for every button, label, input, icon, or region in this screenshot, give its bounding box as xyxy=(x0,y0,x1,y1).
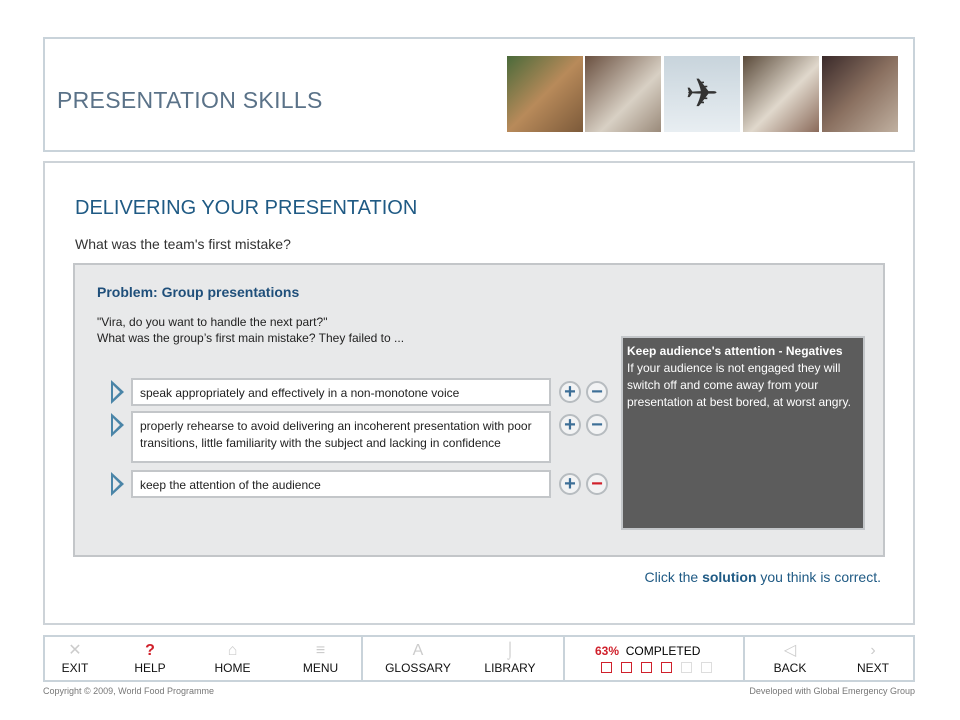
play-arrow-icon[interactable] xyxy=(111,472,124,496)
glossary-button[interactable]: A GLOSSARY xyxy=(383,641,453,675)
aid-worker-photo xyxy=(507,56,583,132)
instruction-bold: solution xyxy=(702,569,757,585)
back-label: BACK xyxy=(773,661,807,675)
home-icon: ⌂ xyxy=(227,642,238,659)
help-label: HELP xyxy=(134,661,166,675)
cargo-plane-photo: ✈ xyxy=(664,56,740,132)
feedback-body: If your audience is not engaged they wil… xyxy=(627,361,851,409)
back-arrow-icon: ◁ xyxy=(783,642,797,659)
progress-box xyxy=(621,662,632,673)
option-3[interactable]: keep the attention of the audience xyxy=(131,470,551,498)
next-label: NEXT xyxy=(856,661,889,675)
feedback-box: Keep audience's attention - Negatives If… xyxy=(621,336,865,530)
plus-icon[interactable]: + xyxy=(559,414,581,436)
instruction-post: you think is correct. xyxy=(756,569,881,585)
question-icon: ? xyxy=(145,642,155,659)
next-arrow-icon: › xyxy=(870,642,876,659)
library-button[interactable]: ⌡ LIBRARY xyxy=(480,641,540,675)
menu-label: MENU xyxy=(302,661,339,675)
panel-title: Problem: Group presentations xyxy=(97,284,300,300)
food-sacks-photo xyxy=(743,56,819,132)
play-arrow-icon[interactable] xyxy=(111,413,124,437)
x-icon: ✕ xyxy=(68,642,82,659)
instruction-pre: Click the xyxy=(644,569,703,585)
progress-label: COMPLETED xyxy=(625,644,701,658)
option-2[interactable]: properly rehearse to avoid delivering an… xyxy=(131,411,551,463)
header: PRESENTATION SKILLS ✈ xyxy=(43,37,915,152)
minus-icon[interactable]: − xyxy=(586,381,608,403)
progress-percent: 63% xyxy=(595,644,620,658)
minus-icon[interactable]: − xyxy=(586,414,608,436)
girl-with-sacks-photo xyxy=(585,56,661,132)
glossary-label: GLOSSARY xyxy=(385,661,451,675)
progress-box xyxy=(641,662,652,673)
instruction-text: Click the solution you think is correct. xyxy=(644,569,881,585)
content-area: DELIVERING YOUR PRESENTATION What was th… xyxy=(43,161,915,625)
progress-box xyxy=(661,662,672,673)
home-label: HOME xyxy=(214,661,251,675)
minus-icon[interactable]: − xyxy=(586,473,608,495)
section-title: DELIVERING YOUR PRESENTATION xyxy=(75,197,418,219)
next-button[interactable]: › NEXT xyxy=(853,641,893,675)
plus-icon[interactable]: + xyxy=(559,473,581,495)
problem-panel: Problem: Group presentations "Vira, do y… xyxy=(73,263,885,557)
library-label: LIBRARY xyxy=(484,661,536,675)
menu-button[interactable]: ≡ MENU xyxy=(298,641,343,675)
question-text: What was the team's first mistake? xyxy=(75,236,291,252)
library-icon: ⌡ xyxy=(505,642,515,659)
mother-and-child-photo xyxy=(822,56,898,132)
progress-indicator: 63% COMPLETED xyxy=(595,644,700,658)
back-button[interactable]: ◁ BACK xyxy=(770,641,810,675)
quote-line: "Vira, do you want to handle the next pa… xyxy=(97,315,328,329)
feedback-title: Keep audience's attention - Negatives xyxy=(627,344,843,358)
progress-box xyxy=(701,662,712,673)
option-1[interactable]: speak appropriately and effectively in a… xyxy=(131,378,551,406)
app-title: PRESENTATION SKILLS xyxy=(57,87,323,113)
exit-button[interactable]: ✕ EXIT xyxy=(55,641,95,675)
footer-nav: ✕ EXIT ? HELP ⌂ HOME ≡ MENU A GLOSSARY ⌡ LIBRA… xyxy=(43,635,915,682)
progress-box xyxy=(601,662,612,673)
glossary-icon: A xyxy=(412,642,424,659)
divider xyxy=(743,637,745,680)
play-arrow-icon[interactable] xyxy=(111,380,124,404)
quote-line: What was the group’s first main mistake?… xyxy=(97,331,405,345)
exit-label: EXIT xyxy=(61,661,89,675)
divider xyxy=(563,637,565,680)
help-button[interactable]: ? HELP xyxy=(130,641,170,675)
home-button[interactable]: ⌂ HOME xyxy=(210,641,255,675)
menu-icon: ≡ xyxy=(315,642,326,659)
plus-icon[interactable]: + xyxy=(559,381,581,403)
copyright: Copyright © 2009, World Food Programme xyxy=(43,686,215,696)
divider xyxy=(361,637,363,680)
progress-box xyxy=(681,662,692,673)
developer-credit: Developed with Global Emergency Group xyxy=(749,686,915,696)
